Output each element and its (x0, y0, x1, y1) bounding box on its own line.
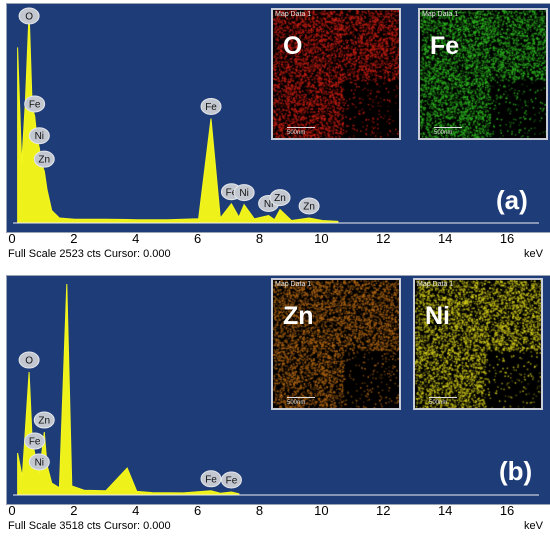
x-tick-label: 10 (314, 503, 328, 518)
peak-label: O (25, 356, 33, 367)
element-map-ni: Map Data 1 Ni 500nm (413, 278, 543, 410)
map-element-label: O (283, 32, 303, 60)
x-tick-label: 10 (314, 231, 328, 246)
element-map-o: Map Data 1 O 500nm (271, 8, 401, 140)
status-bar-b: Full Scale 3518 cts Cursor: 0.000 keV (6, 520, 549, 534)
scale-bar (434, 127, 462, 128)
map-element-label: Ni (425, 302, 450, 330)
spectrum-plot-b: O Fe Zn Ni Fe Fe Map Data 1 Zn 500nm Map Data… (6, 275, 550, 505)
peak-label: Fe (29, 99, 41, 110)
energy-unit-label: keV (524, 520, 543, 532)
peak-label: O (25, 12, 33, 23)
x-tick-label: 14 (438, 231, 452, 246)
scale-bar-label: 500nm (429, 400, 448, 406)
full-scale-readout: Full Scale 2523 cts Cursor: 0.000 (8, 248, 171, 260)
x-axis: 0 2 4 6 8 10 12 14 16 (8, 503, 514, 518)
spectrum-trace (17, 283, 240, 496)
element-map-texture (415, 280, 541, 408)
peak-label: Fe (205, 474, 217, 485)
panel-label-a: (a) (496, 185, 528, 215)
scale-bar-label: 500nm (287, 130, 306, 136)
scale-bar-label: 500nm (287, 400, 306, 406)
eds-panel-a: Fe O Zn Ni Fe Fe Ni Ni Zn Zn Map Data 1 O 500nm M… (0, 0, 550, 270)
element-map-texture (273, 10, 399, 138)
map-caption: Map Data 1 (275, 281, 312, 288)
x-tick-label: 0 (8, 231, 15, 246)
peak-label-badge (18, 351, 40, 369)
x-tick-label: 16 (500, 503, 514, 518)
scale-bar (287, 127, 315, 128)
x-tick-label: 8 (256, 503, 263, 518)
peak-label: Ni (264, 199, 273, 210)
map-caption: Map Data 1 (422, 11, 459, 18)
panel-label-b: (b) (499, 456, 533, 486)
x-tick-label: 6 (194, 503, 201, 518)
x-tick-label: 12 (376, 503, 390, 518)
peak-label-badge (33, 411, 55, 429)
element-map-fe: Map Data 1 Fe 500nm (418, 8, 548, 140)
scale-bar (429, 397, 457, 398)
peak-label-badge (269, 189, 291, 207)
element-map-zn: Map Data 1 Zn 500nm (271, 278, 401, 410)
peak-label: Zn (303, 201, 315, 212)
peak-label-badge (33, 150, 55, 168)
peak-label-badge (24, 432, 46, 450)
x-axis: 0 2 4 6 8 10 12 14 16 (8, 231, 514, 246)
element-map-texture (273, 280, 399, 408)
peak-label-badge (298, 197, 320, 215)
peak-label-badge (28, 453, 50, 471)
peak-label: Fe (226, 476, 238, 487)
x-tick-label: 4 (132, 503, 139, 518)
peak-label-badge (200, 97, 222, 115)
peak-label-badge (200, 470, 222, 488)
x-tick-label: 6 (194, 231, 201, 246)
peak-label: Zn (38, 155, 50, 166)
energy-unit-label: keV (524, 248, 543, 260)
x-tick-label: 16 (500, 231, 514, 246)
peak-label: Fe (29, 437, 41, 448)
x-tick-label: 14 (438, 503, 452, 518)
x-tick-label: 2 (70, 503, 77, 518)
map-element-label: Fe (430, 32, 460, 60)
x-tick-label: 2 (70, 231, 77, 246)
peak-label: Fe (205, 102, 217, 113)
peak-label-badge (24, 95, 46, 113)
peak-label: Fe (226, 187, 238, 198)
element-map-texture (420, 10, 546, 138)
x-tick-label: 0 (8, 503, 15, 518)
peak-label: Zn (38, 416, 50, 427)
peak-label: Ni (35, 131, 44, 142)
spectrum-svg-b: O Fe Zn Ni Fe Fe (13, 283, 539, 496)
map-element-label: Zn (283, 302, 314, 330)
scale-bar-label: 500nm (434, 130, 453, 136)
peak-label-badge (220, 471, 242, 489)
spectrum-plot-a: Fe O Zn Ni Fe Fe Ni Ni Zn Zn Map Data 1 O 500nm M… (6, 3, 550, 233)
scale-bar (287, 397, 315, 398)
peak-label: Ni (35, 458, 44, 469)
peak-label: Ni (239, 188, 248, 199)
peak-label-badge (18, 7, 40, 25)
peak-label: Zn (274, 193, 286, 204)
x-tick-label: 4 (132, 231, 139, 246)
map-caption: Map Data 1 (417, 281, 454, 288)
x-tick-label: 8 (256, 231, 263, 246)
map-caption: Map Data 1 (275, 11, 312, 18)
status-bar-a: Full Scale 2523 cts Cursor: 0.000 keV (6, 248, 549, 262)
full-scale-readout: Full Scale 3518 cts Cursor: 0.000 (8, 520, 171, 532)
eds-panel-b: O Fe Zn Ni Fe Fe Map Data 1 Zn 500nm Map Data… (0, 272, 550, 542)
peak-label-badge (28, 127, 50, 145)
peak-label-badge (233, 184, 255, 202)
x-tick-label: 12 (376, 231, 390, 246)
